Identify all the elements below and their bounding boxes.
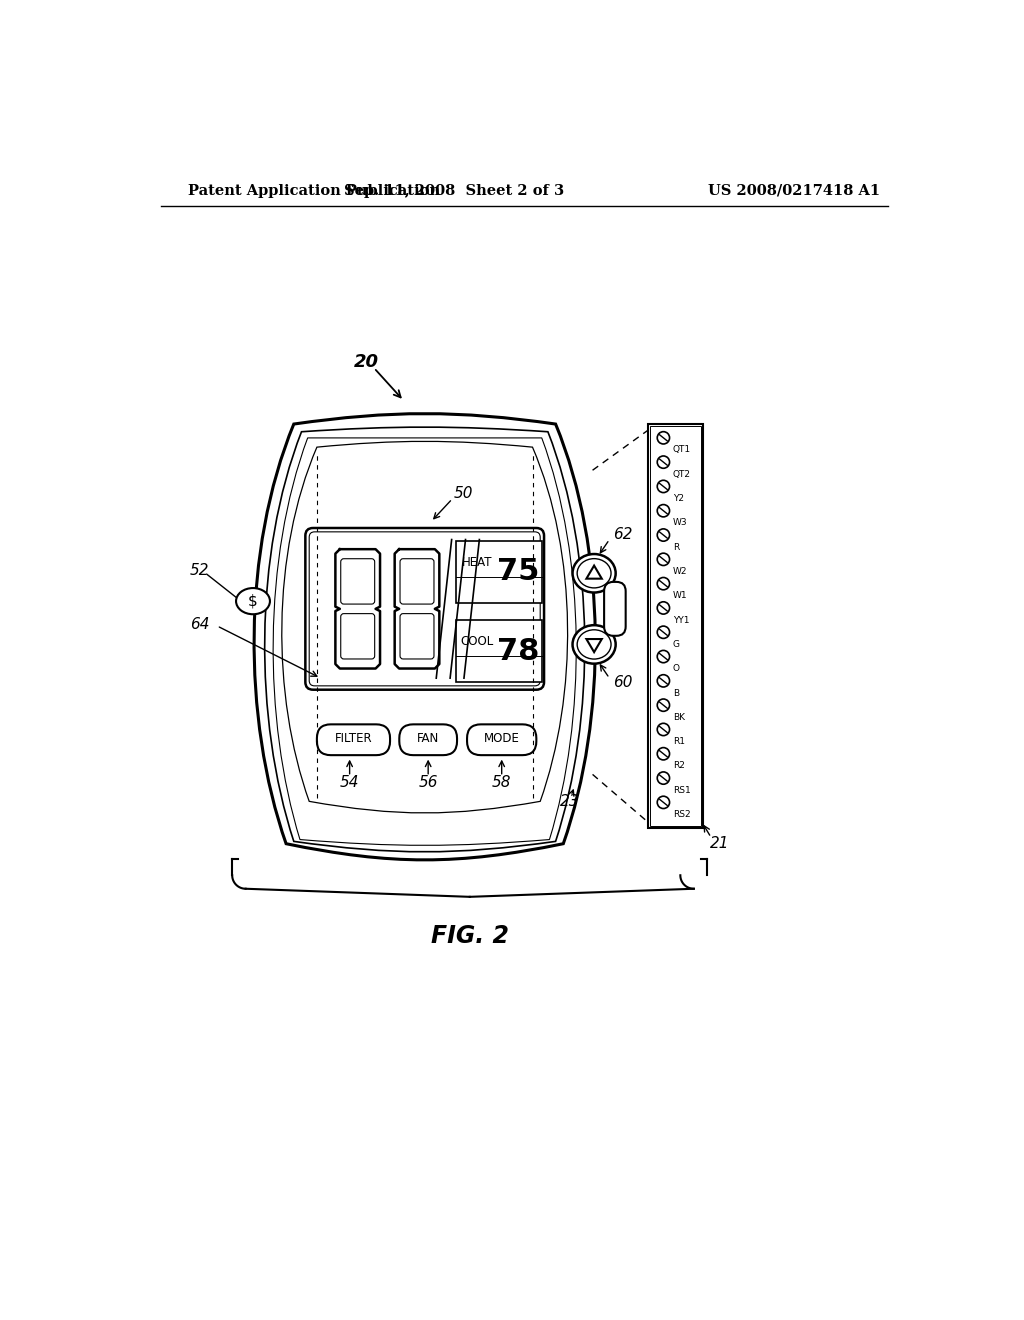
PathPatch shape: [273, 438, 577, 845]
PathPatch shape: [264, 428, 585, 851]
Text: 62: 62: [613, 527, 633, 543]
FancyBboxPatch shape: [316, 725, 390, 755]
Text: COOL: COOL: [461, 635, 494, 648]
Text: 78: 78: [498, 636, 540, 665]
Text: B: B: [673, 689, 679, 697]
Text: FIG. 2: FIG. 2: [431, 924, 509, 948]
Ellipse shape: [578, 630, 611, 659]
Bar: [650, 426, 701, 826]
Text: Y2: Y2: [673, 494, 684, 503]
Text: O: O: [673, 664, 680, 673]
FancyBboxPatch shape: [305, 528, 544, 689]
FancyBboxPatch shape: [467, 725, 537, 755]
Text: 75: 75: [498, 557, 540, 586]
Text: FAN: FAN: [417, 733, 439, 746]
Text: R1: R1: [673, 737, 685, 746]
FancyBboxPatch shape: [341, 558, 375, 605]
Bar: [456, 541, 542, 603]
Text: W1: W1: [673, 591, 687, 601]
Text: 58: 58: [492, 775, 511, 789]
Ellipse shape: [578, 558, 611, 587]
Bar: [648, 424, 703, 829]
FancyBboxPatch shape: [399, 725, 457, 755]
PathPatch shape: [254, 413, 595, 859]
Text: RS2: RS2: [673, 810, 690, 818]
Text: 50: 50: [454, 486, 473, 500]
Ellipse shape: [572, 554, 615, 593]
PathPatch shape: [282, 441, 567, 813]
Ellipse shape: [237, 589, 270, 614]
Text: FILTER: FILTER: [335, 733, 373, 746]
Text: R: R: [673, 543, 679, 552]
FancyBboxPatch shape: [604, 582, 626, 636]
Text: 64: 64: [189, 616, 209, 632]
Text: US 2008/0217418 A1: US 2008/0217418 A1: [708, 183, 881, 198]
FancyBboxPatch shape: [309, 532, 541, 686]
Text: W2: W2: [673, 568, 687, 576]
Ellipse shape: [572, 626, 615, 664]
Text: 21: 21: [710, 836, 729, 851]
Text: QT1: QT1: [673, 445, 691, 454]
Text: 23: 23: [559, 793, 579, 809]
Text: QT2: QT2: [673, 470, 690, 479]
Text: MODE: MODE: [483, 733, 519, 746]
Bar: [456, 620, 542, 682]
Text: HEAT: HEAT: [462, 556, 493, 569]
Text: G: G: [673, 640, 680, 649]
Text: W3: W3: [673, 519, 687, 528]
Text: 56: 56: [419, 775, 438, 789]
FancyBboxPatch shape: [400, 614, 434, 659]
Text: BK: BK: [673, 713, 685, 722]
Text: R2: R2: [673, 762, 684, 771]
FancyBboxPatch shape: [400, 558, 434, 605]
FancyBboxPatch shape: [341, 614, 375, 659]
Text: RS1: RS1: [673, 785, 690, 795]
Text: 52: 52: [189, 562, 209, 578]
Text: 20: 20: [354, 354, 379, 371]
Text: Sep. 11, 2008  Sheet 2 of 3: Sep. 11, 2008 Sheet 2 of 3: [344, 183, 564, 198]
Text: 60: 60: [613, 676, 633, 690]
Text: 54: 54: [340, 775, 359, 789]
Text: Patent Application Publication: Patent Application Publication: [188, 183, 440, 198]
Text: $: $: [248, 594, 258, 609]
Text: YY1: YY1: [673, 615, 689, 624]
